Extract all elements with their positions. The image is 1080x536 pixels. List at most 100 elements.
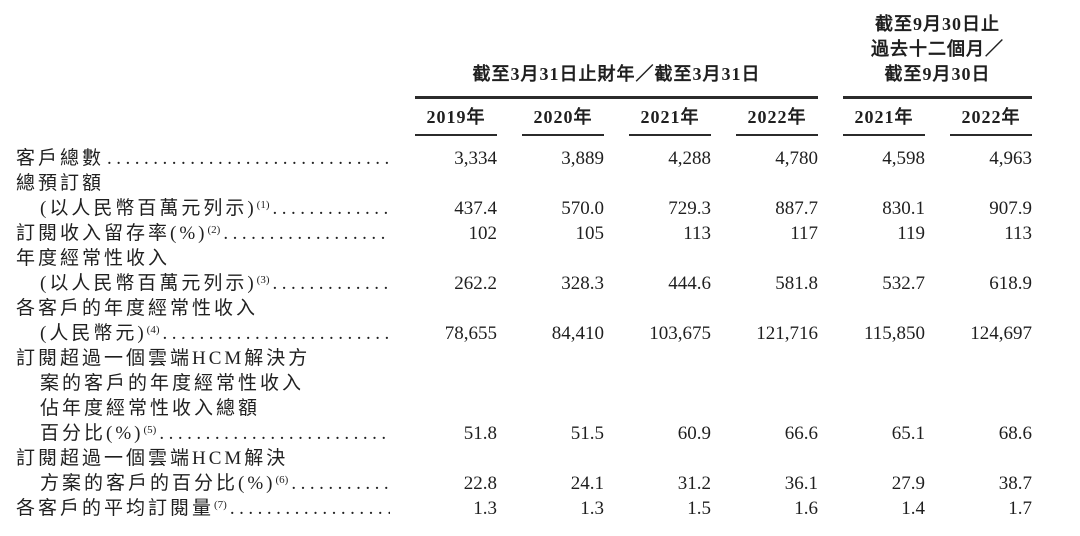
year-column-header: 2021年 bbox=[843, 99, 925, 136]
cell-value: 262.2 bbox=[454, 273, 497, 294]
label-line: 年度經常性收入 bbox=[16, 246, 390, 271]
cell-value: 729.3 bbox=[668, 198, 711, 219]
cell-value: 105 bbox=[575, 223, 605, 244]
cell-value: 1.4 bbox=[901, 498, 925, 519]
cell-value: 51.8 bbox=[463, 423, 497, 444]
year-column-header: 2020年 bbox=[522, 99, 604, 136]
label-text: 年度經常性收入 bbox=[16, 248, 171, 269]
label-line: 各客戶的平均訂閱量(7)............................… bbox=[16, 496, 390, 521]
cell-value: 117 bbox=[790, 223, 818, 244]
dot-leader: ........................................… bbox=[291, 473, 390, 494]
cell-value: 31.2 bbox=[677, 473, 711, 494]
label-text: 案的客戶的年度經常性收入 bbox=[40, 373, 305, 394]
label-text: 各客戶的平均訂閱量 bbox=[16, 498, 215, 519]
cell-value: 66.6 bbox=[784, 423, 818, 444]
cell-value: 4,780 bbox=[775, 148, 818, 169]
cell-value: 119 bbox=[897, 223, 925, 244]
row-label: 客戶總數....................................… bbox=[16, 146, 390, 171]
cell-value: 3,334 bbox=[454, 148, 497, 169]
row-label: 訂閱超過一個雲端HCM解決方 案的客戶的年度經常性收入 佔年度經常性收入總額 百分比(… bbox=[16, 346, 390, 446]
dot-leader: ........................................… bbox=[159, 423, 390, 444]
cell-value: 27.9 bbox=[891, 473, 925, 494]
cell-value: 113 bbox=[683, 223, 711, 244]
label-text: 訂閱超過一個雲端HCM解決 bbox=[16, 448, 289, 469]
dot-leader: ........................................… bbox=[272, 198, 390, 219]
row-label: 各客戶的年度經常性收入 (人民幣元) (4)....................… bbox=[16, 296, 390, 346]
label-line: 百分比(%)(5)...............................… bbox=[40, 423, 390, 444]
cell-value: 1.3 bbox=[580, 498, 604, 519]
cell-value: 102 bbox=[468, 223, 498, 244]
cell-value: 24.1 bbox=[570, 473, 604, 494]
cell-value: 121,716 bbox=[756, 323, 818, 344]
cell-value: 124,697 bbox=[970, 323, 1032, 344]
cell-value: 581.8 bbox=[775, 273, 818, 294]
cell-value: 887.7 bbox=[775, 198, 818, 219]
dot-leader: ........................................… bbox=[229, 498, 390, 519]
cell-value: 38.7 bbox=[998, 473, 1032, 494]
ttm-group-line-2: 過去十二個月／ bbox=[871, 39, 1004, 59]
dot-leader: ........................................… bbox=[223, 223, 390, 244]
label-line: (以人民幣百萬元列示)(3)..........................… bbox=[16, 271, 390, 296]
label-text: 佔年度經常性收入總額 bbox=[40, 398, 261, 419]
ttm-group-line-1: 截至9月30日止 bbox=[875, 14, 1000, 34]
cell-value: 618.9 bbox=[989, 273, 1032, 294]
cell-value: 113 bbox=[1004, 223, 1032, 244]
cell-value: 328.3 bbox=[561, 273, 604, 294]
cell-value: 51.5 bbox=[570, 423, 604, 444]
label-text: (以人民幣百萬元列示) bbox=[40, 273, 257, 294]
cell-value: 1.3 bbox=[473, 498, 497, 519]
cell-value: 78,655 bbox=[444, 323, 497, 344]
cell-value: 65.1 bbox=[891, 423, 925, 444]
ttm-group-header: 截至9月30日止 過去十二個月／ 截至9月30日 bbox=[843, 6, 1032, 99]
cell-value: 22.8 bbox=[463, 473, 497, 494]
metrics-table: 截至3月31日止財年／截至3月31日 截至9月30日止 過去十二個月／ 截至9月… bbox=[16, 0, 1032, 521]
cell-value: 907.9 bbox=[989, 198, 1032, 219]
label-text: (以人民幣百萬元列示) bbox=[40, 198, 257, 219]
cell-value: 4,288 bbox=[668, 148, 711, 169]
cell-value: 3,889 bbox=[561, 148, 604, 169]
cell-value: 1.5 bbox=[687, 498, 711, 519]
label-text: 總預訂額 bbox=[16, 173, 105, 194]
label-text: 百分比(%) bbox=[40, 423, 144, 444]
year-column-header: 2022年 bbox=[736, 99, 818, 136]
label-text: 各客戶的年度經常性收入 bbox=[16, 298, 259, 319]
cell-value: 570.0 bbox=[561, 198, 604, 219]
dot-leader: ........................................… bbox=[162, 323, 390, 344]
cell-value: 103,675 bbox=[649, 323, 711, 344]
year-column-header: 2021年 bbox=[629, 99, 711, 136]
label-line: (以人民幣百萬元列示)(1)..........................… bbox=[16, 196, 390, 221]
year-column-header: 2022年 bbox=[950, 99, 1032, 136]
cell-value: 4,963 bbox=[989, 148, 1032, 169]
row-label: 訂閱收入留存率(%)(2)...........................… bbox=[16, 221, 390, 246]
cell-value: 84,410 bbox=[551, 323, 604, 344]
cell-value: 830.1 bbox=[882, 198, 925, 219]
label-line: 方案的客戶的百分比(%)(6).........................… bbox=[40, 473, 390, 494]
cell-value: 36.1 bbox=[784, 473, 818, 494]
label-line: 案的客戶的年度經常性收入 bbox=[16, 371, 390, 396]
label-text: (人民幣元) bbox=[40, 323, 147, 344]
label-line: (人民幣元)(4)...............................… bbox=[16, 321, 390, 346]
label-text: 方案的客戶的百分比(%) bbox=[40, 473, 276, 494]
dot-leader: ........................................… bbox=[107, 148, 390, 169]
label-line: 訂閱超過一個雲端HCM解決方 bbox=[16, 346, 390, 371]
label-line: 訂閱收入留存率(%)(2)...........................… bbox=[16, 223, 390, 244]
cell-value: 1.6 bbox=[794, 498, 818, 519]
row-label: 各客戶的平均訂閱量(7)............................… bbox=[16, 496, 390, 521]
label-text: 客戶總數 bbox=[16, 148, 105, 169]
label-text: 訂閱超過一個雲端HCM解決方 bbox=[16, 348, 311, 369]
label-line: 客戶總數....................................… bbox=[16, 146, 390, 171]
cell-value: 532.7 bbox=[882, 273, 925, 294]
cell-value: 68.6 bbox=[998, 423, 1032, 444]
label-line: 佔年度經常性收入總額 bbox=[16, 396, 390, 421]
fiscal-year-group-title: 截至3月31日止財年／截至3月31日 bbox=[472, 64, 761, 84]
year-column-header: 2019年 bbox=[415, 99, 497, 136]
ttm-group-line-3: 截至9月30日 bbox=[884, 64, 991, 84]
label-text: 訂閱收入留存率(%) bbox=[16, 223, 208, 244]
label-line: 各客戶的年度經常性收入 bbox=[16, 296, 390, 321]
label-line: 總預訂額 bbox=[16, 171, 390, 196]
label-line: 訂閱超過一個雲端HCM解決 bbox=[16, 446, 390, 471]
dot-leader: ........................................… bbox=[272, 273, 390, 294]
cell-value: 437.4 bbox=[454, 198, 497, 219]
cell-value: 444.6 bbox=[668, 273, 711, 294]
fiscal-year-group-header: 截至3月31日止財年／截至3月31日 bbox=[415, 62, 818, 99]
